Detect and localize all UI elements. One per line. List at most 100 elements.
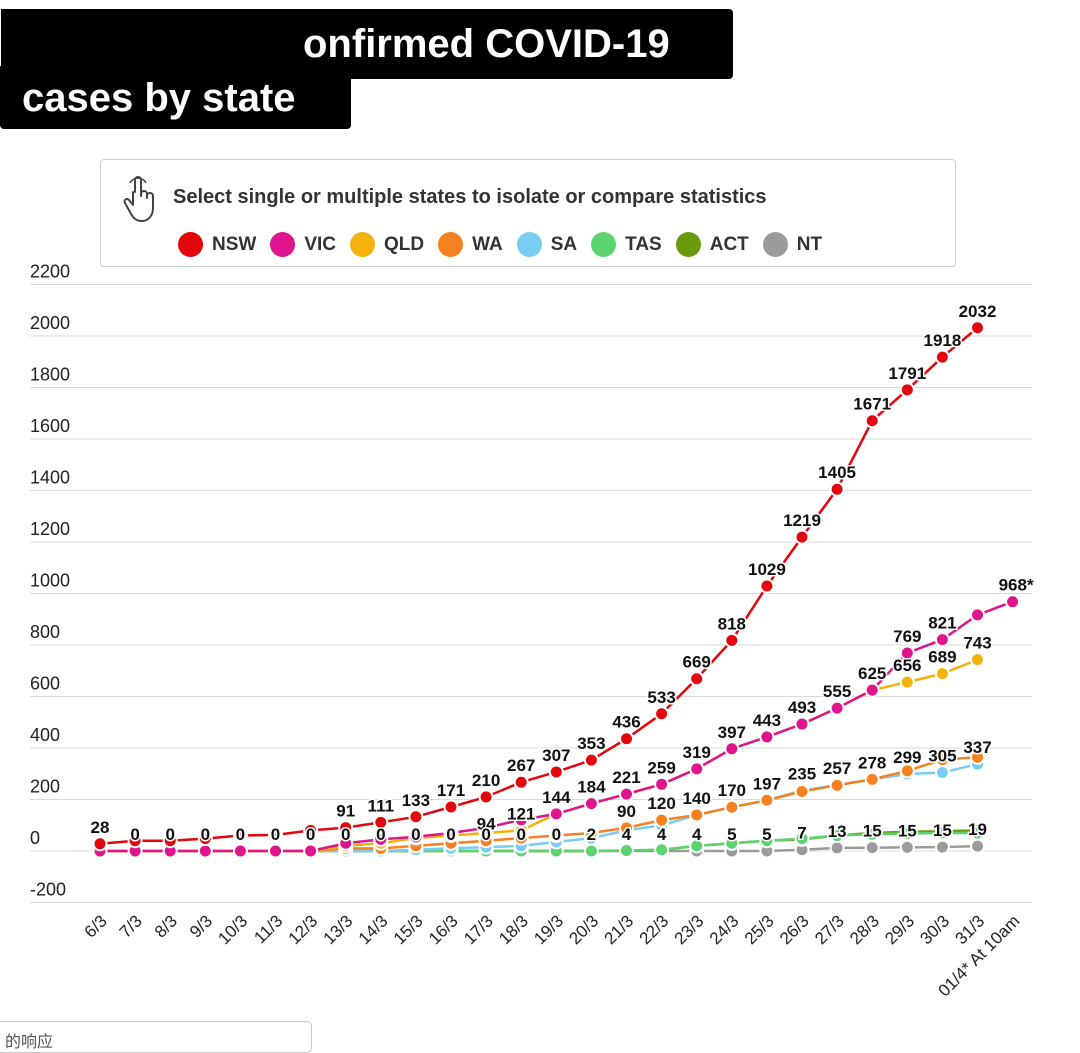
data-point-nsw[interactable]	[408, 809, 424, 825]
data-point-nsw[interactable]	[619, 731, 634, 747]
data-point-vic[interactable]	[724, 741, 740, 757]
data-point-wa[interactable]	[619, 820, 634, 836]
data-point-vic[interactable]	[1005, 594, 1021, 610]
data-point-vic[interactable]	[759, 729, 775, 745]
data-point-vic[interactable]	[373, 831, 389, 847]
data-point-nsw[interactable]	[899, 382, 915, 398]
data-point-vic[interactable]	[970, 607, 985, 623]
legend-dot-nsw	[178, 232, 203, 257]
data-point-nsw[interactable]	[864, 413, 880, 429]
data-point-vic[interactable]	[443, 825, 459, 841]
data-point-vic[interactable]	[548, 806, 564, 822]
data-point-nsw[interactable]	[583, 752, 599, 768]
data-point-vic[interactable]	[829, 700, 845, 716]
data-label: 28	[91, 818, 110, 837]
data-point-nsw[interactable]	[338, 820, 354, 836]
data-point-wa[interactable]	[899, 763, 915, 779]
data-point-wa[interactable]	[548, 828, 564, 844]
data-point-tas[interactable]	[794, 831, 810, 847]
data-point-wa[interactable]	[829, 777, 845, 793]
data-point-vic[interactable]	[899, 645, 915, 661]
legend-item-nt[interactable]: NT	[762, 232, 822, 257]
data-point-nsw[interactable]	[373, 814, 389, 830]
data-point-wa[interactable]	[759, 792, 775, 808]
data-point-nsw[interactable]	[970, 320, 985, 336]
data-point-vic[interactable]	[268, 843, 283, 859]
data-point-wa[interactable]	[970, 749, 985, 765]
data-point-wa[interactable]	[724, 799, 740, 815]
data-point-vic[interactable]	[934, 632, 950, 648]
data-point-qld[interactable]	[899, 674, 915, 690]
data-point-qld[interactable]	[934, 666, 950, 682]
data-label: 1671	[853, 395, 891, 414]
data-point-vic[interactable]	[338, 835, 354, 851]
data-point-tas[interactable]	[583, 843, 599, 859]
data-point-nsw[interactable]	[724, 632, 740, 648]
data-point-vic[interactable]	[583, 796, 599, 812]
data-point-sa[interactable]	[934, 764, 950, 780]
data-point-nsw[interactable]	[548, 764, 564, 780]
data-point-nsw[interactable]	[794, 529, 810, 545]
data-point-nsw[interactable]	[478, 789, 494, 805]
data-point-nsw[interactable]	[934, 349, 950, 365]
data-point-nt[interactable]	[899, 839, 915, 855]
data-point-nsw[interactable]	[759, 578, 775, 594]
data-point-vic[interactable]	[619, 786, 634, 802]
legend-item-nsw[interactable]: NSW	[178, 232, 256, 257]
data-point-vic[interactable]	[232, 843, 248, 859]
data-point-vic[interactable]	[654, 776, 670, 792]
data-point-tas[interactable]	[724, 835, 740, 851]
data-point-nt[interactable]	[829, 840, 845, 856]
data-point-vic[interactable]	[197, 843, 213, 859]
data-point-vic[interactable]	[689, 761, 705, 777]
data-point-nsw[interactable]	[513, 774, 529, 790]
data-label: 235	[788, 764, 816, 783]
data-point-vic[interactable]	[408, 829, 424, 845]
data-point-tas[interactable]	[899, 825, 915, 841]
legend-item-vic[interactable]: VIC	[270, 232, 336, 257]
data-point-tas[interactable]	[864, 826, 880, 842]
legend-item-sa[interactable]: SA	[516, 232, 577, 257]
data-point-tas[interactable]	[970, 825, 985, 841]
data-point-nsw[interactable]	[197, 831, 213, 847]
legend-item-act[interactable]: ACT	[675, 232, 749, 257]
data-point-nt[interactable]	[864, 840, 880, 856]
data-point-tas[interactable]	[759, 833, 775, 849]
data-point-nsw[interactable]	[92, 836, 108, 852]
data-point-wa[interactable]	[583, 825, 599, 841]
data-point-nsw[interactable]	[654, 706, 670, 722]
legend-item-tas[interactable]: TAS	[591, 232, 662, 257]
data-point-nt[interactable]	[934, 839, 950, 855]
data-point-nsw[interactable]	[443, 799, 459, 815]
data-point-nsw[interactable]	[303, 822, 319, 838]
data-point-nsw[interactable]	[232, 828, 248, 844]
data-point-tas[interactable]	[689, 838, 705, 854]
data-label: 436	[612, 713, 640, 732]
data-label: 259	[647, 758, 675, 777]
data-point-wa[interactable]	[934, 752, 950, 768]
data-point-nsw[interactable]	[162, 833, 178, 849]
data-point-wa[interactable]	[794, 784, 810, 800]
data-point-nsw[interactable]	[268, 827, 283, 843]
data-point-nsw[interactable]	[127, 833, 143, 849]
data-point-wa[interactable]	[864, 771, 880, 787]
data-point-tas[interactable]	[654, 842, 670, 858]
legend-item-wa[interactable]: WA	[438, 232, 503, 257]
data-point-tas[interactable]	[829, 828, 845, 844]
data-point-tas[interactable]	[619, 842, 634, 858]
data-point-vic[interactable]	[794, 716, 810, 732]
data-point-qld[interactable]	[970, 652, 985, 668]
data-point-vic[interactable]	[513, 812, 529, 828]
data-label: 397	[718, 723, 746, 742]
x-tick-label: 29/3	[881, 911, 918, 948]
data-point-tas[interactable]	[934, 825, 950, 841]
data-point-nsw[interactable]	[689, 671, 705, 687]
data-point-nsw[interactable]	[829, 481, 845, 497]
data-point-vic[interactable]	[864, 682, 880, 698]
data-point-vic[interactable]	[478, 820, 494, 836]
data-point-wa[interactable]	[689, 807, 705, 823]
data-point-vic[interactable]	[303, 843, 319, 859]
data-point-nt[interactable]	[970, 838, 985, 854]
legend-item-qld[interactable]: QLD	[350, 232, 424, 257]
data-point-wa[interactable]	[654, 812, 670, 828]
